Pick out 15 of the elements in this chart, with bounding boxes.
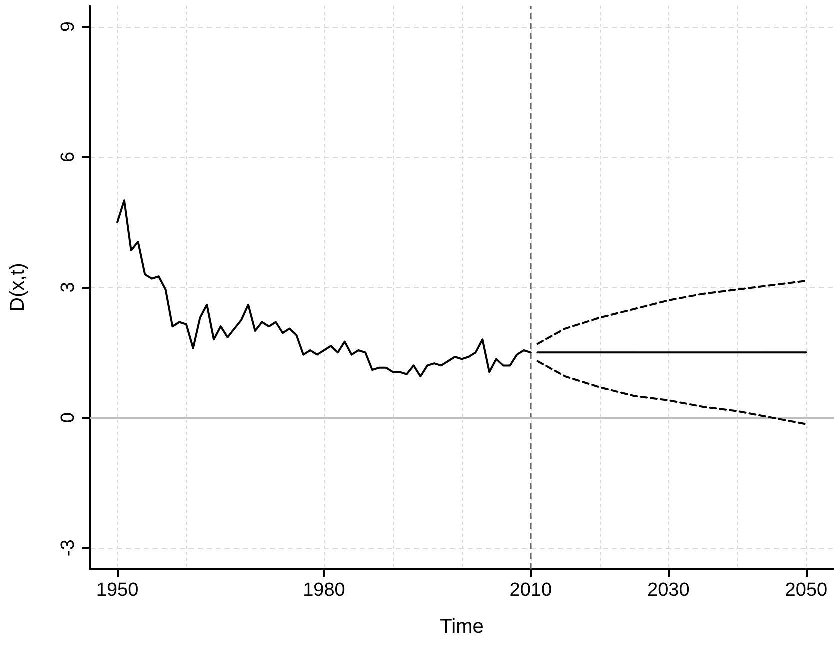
y-tick-label: 6 [58, 152, 79, 162]
line-series [116, 200, 532, 378]
y-tick-label: -3 [58, 540, 79, 557]
line-series [536, 360, 808, 426]
x-tick-label: 1950 [96, 580, 139, 601]
x-tick-label: 2050 [785, 580, 828, 601]
line-series [536, 280, 808, 345]
x-tick-label: 1980 [303, 580, 346, 601]
x-tick-label: 2030 [648, 580, 690, 601]
x-tick-label: 2010 [510, 580, 552, 601]
y-tick-label: 9 [58, 22, 79, 32]
y-tick-label: 3 [58, 282, 79, 293]
y-tick-label: 0 [58, 412, 79, 424]
x-axis-title: Time [440, 616, 484, 638]
y-axis-title: D(x,t) [7, 263, 29, 312]
